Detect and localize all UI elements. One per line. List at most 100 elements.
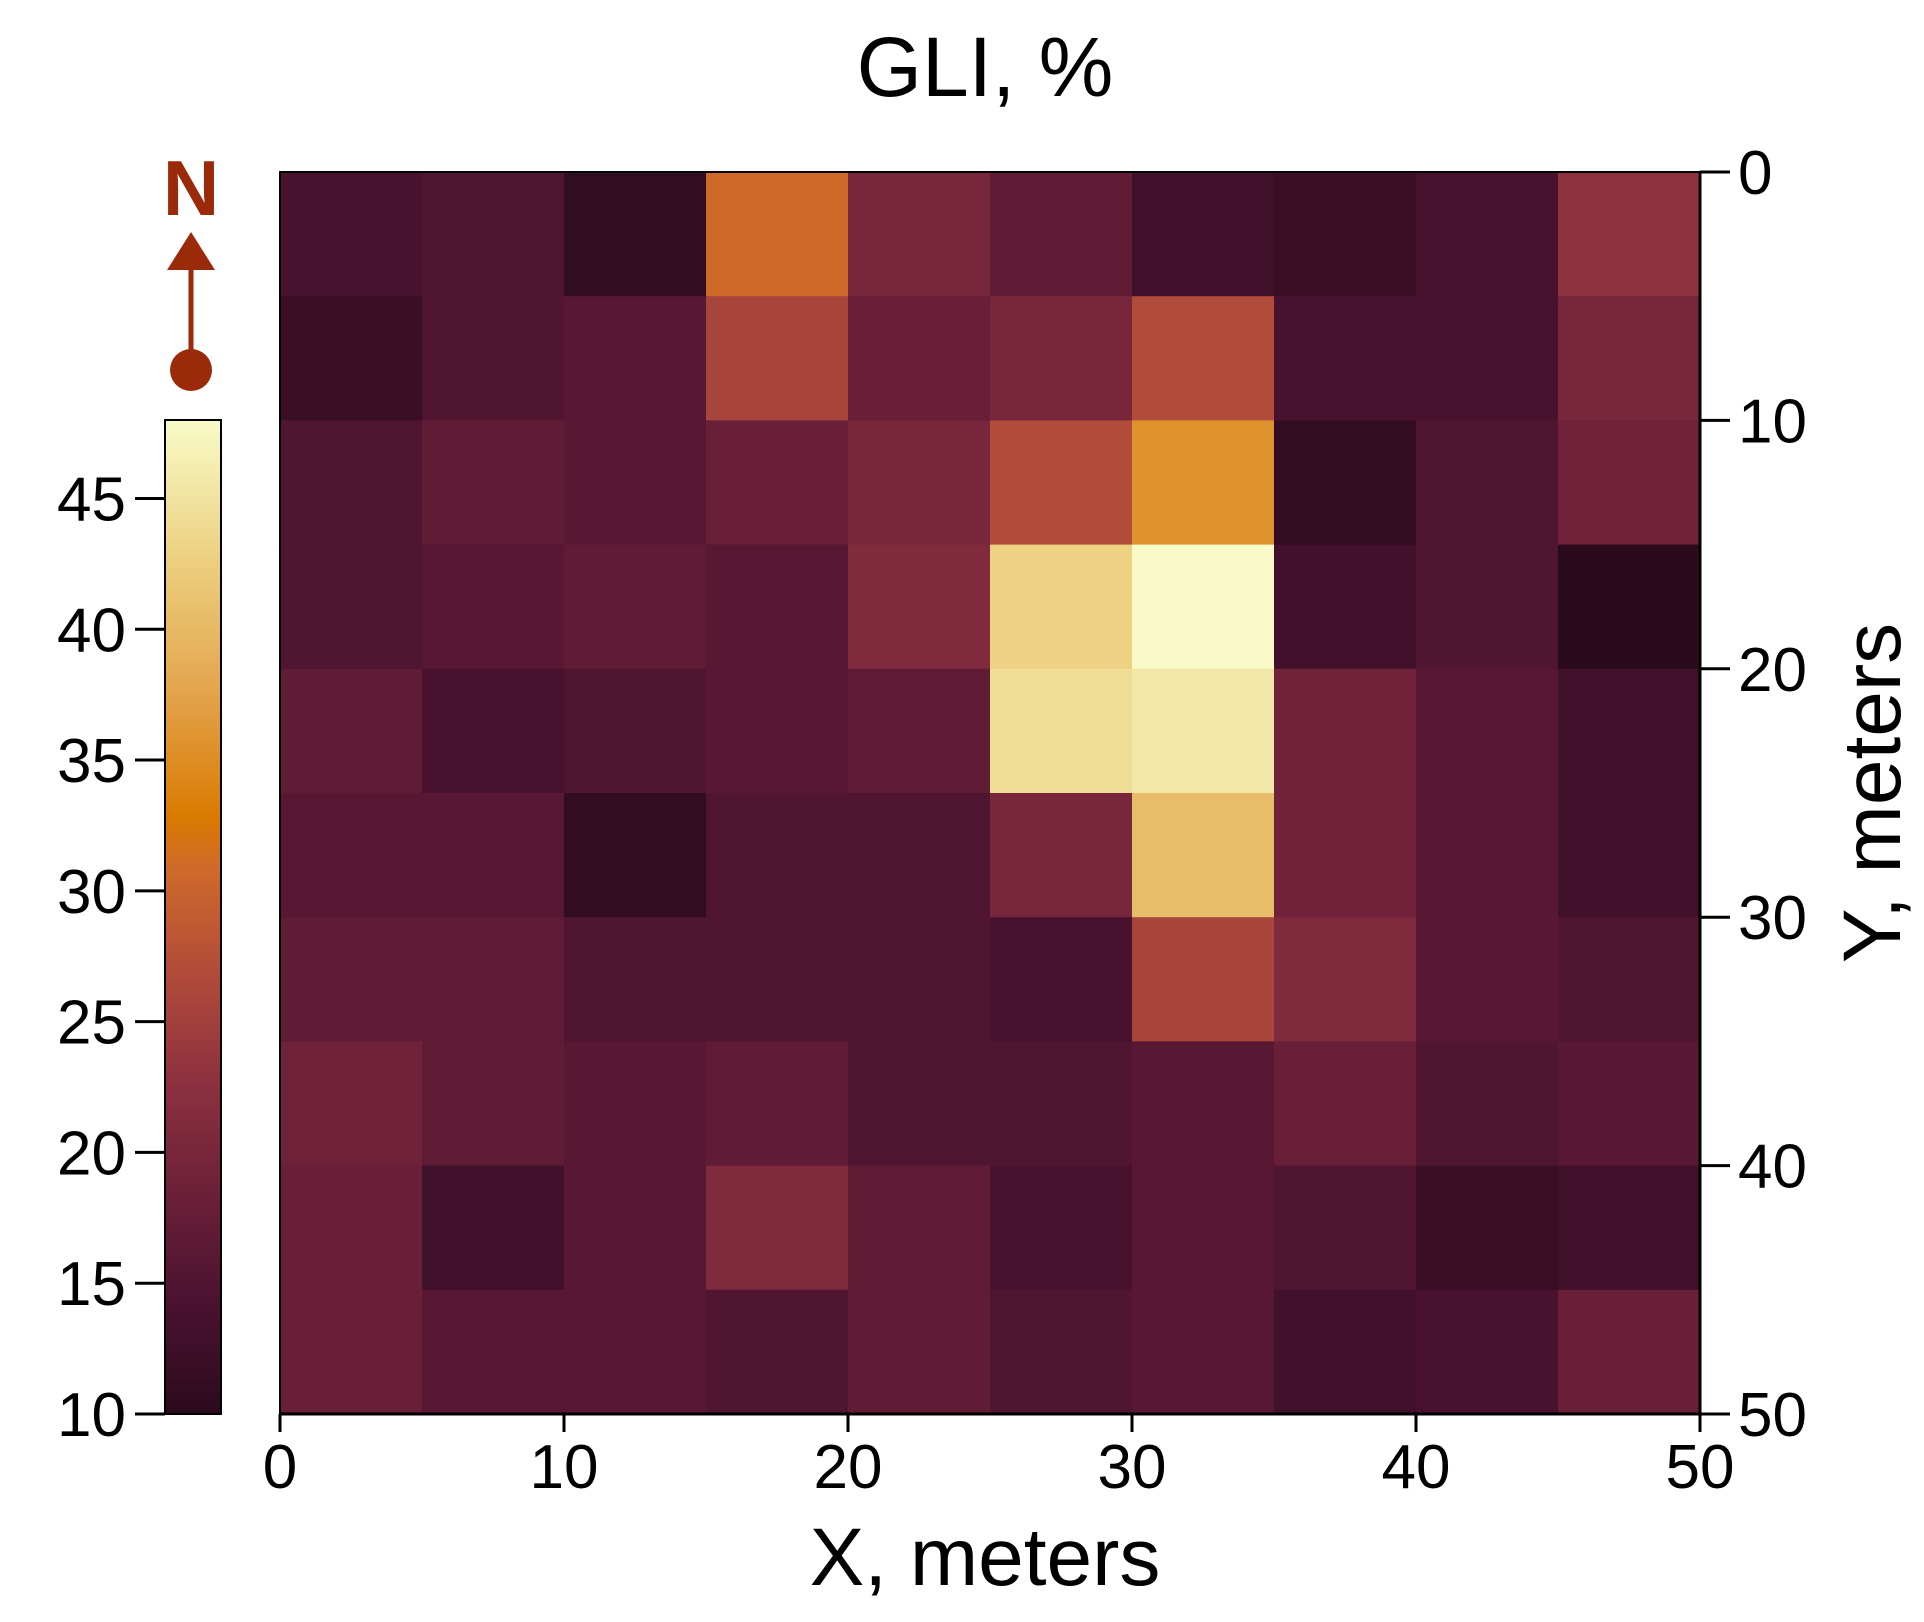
- heatmap-cell: [1274, 420, 1417, 546]
- chart-title: GLI, %: [857, 20, 1114, 114]
- heatmap-cell: [706, 668, 849, 794]
- heatmap-cell: [1416, 917, 1559, 1042]
- heatmap-cell: [1558, 793, 1701, 918]
- heatmap-cell: [280, 668, 423, 794]
- y-tick-label: 20: [1738, 636, 1807, 705]
- x-axis-title: X, meters: [810, 1512, 1161, 1603]
- heatmap-cell: [706, 544, 849, 670]
- y-axis-title: Y, meters: [1827, 623, 1918, 963]
- heatmap-cell: [280, 1041, 423, 1167]
- heatmap-cell: [564, 420, 707, 546]
- heatmap-cell: [422, 917, 565, 1042]
- heatmap-cell: [990, 172, 1133, 297]
- colorbar-tick-label: 40: [57, 596, 126, 665]
- heatmap-cell: [1416, 1289, 1559, 1415]
- heatmap-cell: [1274, 917, 1417, 1042]
- heatmap-cell: [1132, 1165, 1275, 1291]
- heatmap-cell: [1558, 917, 1701, 1042]
- heatmap-cell: [990, 668, 1133, 794]
- heatmap-cell: [422, 1041, 565, 1167]
- heatmap-cell: [1274, 668, 1417, 794]
- heatmap-cell: [1274, 296, 1417, 421]
- colorbar: 10 15 20 25 30 35 40 45: [57, 419, 222, 1450]
- north-arrow-head-icon: [167, 232, 215, 270]
- heatmap-cell: [1274, 172, 1417, 297]
- x-tick-label: 10: [530, 1433, 599, 1502]
- heatmap-cell: [706, 917, 849, 1042]
- heatmap-cell: [564, 544, 707, 670]
- heatmap-cell: [1416, 668, 1559, 794]
- heatmap-cell: [564, 917, 707, 1042]
- y-tick-label: 0: [1738, 139, 1772, 208]
- heatmap-cell: [564, 172, 707, 297]
- heatmap-cell: [990, 1289, 1133, 1415]
- heatmap-cell: [706, 1041, 849, 1167]
- heatmap-cell: [1416, 172, 1559, 297]
- heatmap-cell: [422, 172, 565, 297]
- heatmap-cell: [1558, 1289, 1701, 1415]
- heatmap-cell: [1558, 1165, 1701, 1291]
- colorbar-gradient: [164, 419, 222, 1415]
- x-axis: 0 10 20 30 40 50: [263, 1412, 1735, 1502]
- heatmap-cell: [1416, 544, 1559, 670]
- heatmap-cell: [1416, 420, 1559, 546]
- heatmap-cell: [1132, 420, 1275, 546]
- heatmap-cell: [1416, 793, 1559, 918]
- x-tick-label: 30: [1098, 1433, 1167, 1502]
- heatmap-cell: [280, 420, 423, 546]
- y-tick-label: 30: [1738, 884, 1807, 953]
- heatmap-cell: [1416, 296, 1559, 421]
- heatmap-cell: [280, 296, 423, 421]
- heatmap-cell: [1274, 1165, 1417, 1291]
- y-axis: 0 10 20 30 40 50: [1698, 139, 1807, 1450]
- x-tick-label: 50: [1666, 1433, 1735, 1502]
- heatmap-cell: [1274, 1041, 1417, 1167]
- heatmap-cell: [1558, 544, 1701, 670]
- heatmap-cell: [848, 1041, 991, 1167]
- heatmap-cell: [280, 1165, 423, 1291]
- heatmap-cell: [990, 296, 1133, 421]
- heatmap-cell: [990, 420, 1133, 546]
- heatmap-cell: [1132, 1289, 1275, 1415]
- colorbar-tick-label: 35: [57, 727, 126, 796]
- heatmap-cell: [422, 793, 565, 918]
- heatmap-cell: [848, 1289, 991, 1415]
- north-arrow-base-icon: [170, 349, 212, 391]
- heatmap-cell: [1132, 296, 1275, 421]
- heatmap-cell: [848, 420, 991, 546]
- heatmap-cell: [990, 917, 1133, 1042]
- y-tick-label: 40: [1738, 1133, 1807, 1202]
- heatmap-cell: [1558, 296, 1701, 421]
- heatmap-cell: [422, 1165, 565, 1291]
- heatmap-cell: [280, 793, 423, 918]
- x-tick-label: 0: [263, 1433, 297, 1502]
- heatmap-cell: [1132, 544, 1275, 670]
- heatmap-cell: [848, 172, 991, 297]
- heatmap-cell: [990, 1041, 1133, 1167]
- heatmap-cell: [1416, 1165, 1559, 1291]
- heatmap-cell: [848, 793, 991, 918]
- x-tick-label: 20: [814, 1433, 883, 1502]
- heatmap-cell: [280, 544, 423, 670]
- y-tick-label: 10: [1738, 387, 1807, 456]
- heatmap-cell: [1132, 172, 1275, 297]
- heatmap-cell: [422, 668, 565, 794]
- heatmap-cell: [564, 296, 707, 421]
- heatmap-cell: [280, 172, 423, 297]
- heatmap-cell: [564, 793, 707, 918]
- heatmap-cell: [422, 296, 565, 421]
- heatmap-cell: [422, 420, 565, 546]
- heatmap-cell: [564, 1165, 707, 1291]
- heatmap-cell: [848, 544, 991, 670]
- heatmap-cell: [848, 917, 991, 1042]
- heatmap-cell: [848, 296, 991, 421]
- colorbar-tick-label: 20: [57, 1119, 126, 1188]
- heatmap-cell: [990, 793, 1133, 918]
- heatmap-cell: [706, 1289, 849, 1415]
- colorbar-tick-label: 15: [57, 1250, 126, 1319]
- heatmap-cells: [280, 172, 1701, 1415]
- heatmap-cell: [1274, 544, 1417, 670]
- heatmap-cell: [706, 793, 849, 918]
- north-label: N: [163, 144, 219, 232]
